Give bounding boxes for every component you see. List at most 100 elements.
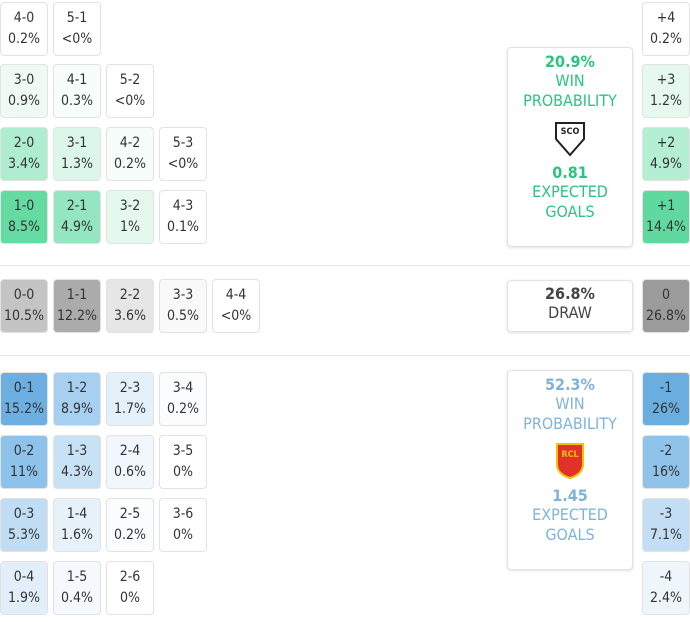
panel-probability: 52.3% [545, 375, 595, 394]
score-cell: 5-2 <0% [106, 64, 154, 118]
score-label: 5-1 [66, 10, 88, 26]
score-prob: 8.9% [61, 401, 93, 417]
score-cell: 2-2 3.6% [106, 279, 154, 333]
score-prob: <0% [220, 308, 252, 324]
expected-goals: 1.45 [552, 486, 588, 505]
score-label: 2-3 [119, 380, 141, 396]
score-prob: 3.4% [8, 156, 40, 172]
score-cell: +4 0.2% [642, 2, 690, 56]
score-prob: 0.2% [8, 31, 40, 47]
score-label: -2 [659, 443, 673, 459]
score-cell: 2-6 0% [106, 561, 154, 615]
score-cell: +2 4.9% [642, 127, 690, 181]
score-prob: 0.5% [167, 308, 199, 324]
score-label: 2-6 [119, 569, 141, 585]
score-label: 1-5 [66, 569, 88, 585]
score-label: 1-0 [13, 198, 35, 214]
score-prob: 4.9% [650, 156, 682, 172]
score-label: 3-6 [172, 506, 194, 522]
score-prob: 1.9% [8, 590, 40, 606]
score-cell: 0-3 5.3% [0, 498, 48, 552]
score-cell: +1 14.4% [642, 190, 690, 244]
score-prob: 0% [120, 590, 140, 606]
score-label: 3-2 [119, 198, 141, 214]
score-cell: 0 26.8% [642, 279, 690, 333]
score-label: 5-3 [172, 135, 194, 151]
score-label: 0-3 [13, 506, 35, 522]
score-prob: 1.2% [650, 93, 682, 109]
score-label: +4 [656, 10, 676, 26]
score-prob: 15.2% [3, 401, 44, 417]
score-label: -3 [659, 506, 673, 522]
panel-label: WIN PROBABILITY [523, 394, 617, 433]
score-cell: -4 2.4% [642, 561, 690, 615]
score-prob: 14.4% [645, 219, 686, 235]
score-label: 0-1 [13, 380, 35, 396]
score-label: 0-4 [13, 569, 35, 585]
score-prob: 0.6% [114, 464, 146, 480]
score-label: 1-4 [66, 506, 88, 522]
score-cell: 5-3 <0% [159, 127, 207, 181]
score-cell: 4-1 0.3% [53, 64, 101, 118]
score-label: 2-0 [13, 135, 35, 151]
summary-panel: 20.9% WIN PROBABILITY SCO 0.81 EXPECTED GOAL… [507, 47, 633, 247]
score-prob: 8.5% [8, 219, 40, 235]
team-logo: RCL [556, 443, 584, 480]
score-cell: 1-2 8.9% [53, 372, 101, 426]
score-cell: 5-1 <0% [53, 2, 101, 56]
panel-label: DRAW [548, 303, 592, 322]
score-label: 1-2 [66, 380, 88, 396]
score-prob: 0% [173, 527, 193, 543]
expected-goals: 0.81 [552, 163, 588, 182]
score-prob: 1.7% [114, 401, 146, 417]
score-prob: 16% [652, 464, 680, 480]
score-prob: 26.8% [645, 308, 686, 324]
score-label: -4 [659, 569, 673, 585]
score-cell: 2-5 0.2% [106, 498, 154, 552]
score-cell: 0-4 1.9% [0, 561, 48, 615]
score-label: 2-2 [119, 287, 141, 303]
score-prob: <0% [167, 156, 199, 172]
score-prob: 1.3% [61, 156, 93, 172]
score-label: 0 [661, 287, 670, 303]
summary-panel: 52.3% WIN PROBABILITY RCL 1.45 EXPECTED GOAL… [507, 370, 633, 570]
score-prob: 7.1% [650, 527, 682, 543]
score-label: 4-0 [13, 10, 35, 26]
score-prob: 4.3% [61, 464, 93, 480]
score-cell: 3-1 1.3% [53, 127, 101, 181]
separator [0, 265, 690, 266]
score-cell: 0-1 15.2% [0, 372, 48, 426]
score-label: 2-5 [119, 506, 141, 522]
score-label: 4-3 [172, 198, 194, 214]
score-prob: 0% [173, 464, 193, 480]
score-cell: 4-4 <0% [212, 279, 260, 333]
score-prob: 26% [652, 401, 680, 417]
score-label: 2-4 [119, 443, 141, 459]
summary-panel: 26.8% DRAW [507, 280, 633, 332]
score-label: +2 [656, 135, 676, 151]
score-prob: 0.2% [114, 527, 146, 543]
separator [0, 355, 690, 356]
score-cell: 1-1 12.2% [53, 279, 101, 333]
score-cell: 1-5 0.4% [53, 561, 101, 615]
score-label: 3-3 [172, 287, 194, 303]
score-cell: 3-6 0% [159, 498, 207, 552]
score-cell: 3-2 1% [106, 190, 154, 244]
score-label: 3-5 [172, 443, 194, 459]
score-prob: 0.1% [167, 219, 199, 235]
score-cell: 0-2 11% [0, 435, 48, 489]
score-prob: 0.2% [167, 401, 199, 417]
score-prob: 12.2% [56, 308, 97, 324]
score-prob: 5.3% [8, 527, 40, 543]
score-label: 3-0 [13, 72, 35, 88]
score-label: 0-0 [13, 287, 35, 303]
score-label: 5-2 [119, 72, 141, 88]
score-cell: 4-3 0.1% [159, 190, 207, 244]
score-label: 4-1 [66, 72, 88, 88]
score-prob: 11% [10, 464, 38, 480]
score-prob: 10.5% [3, 308, 44, 324]
score-cell: 2-1 4.9% [53, 190, 101, 244]
score-cell: 1-4 1.6% [53, 498, 101, 552]
panel-probability: 20.9% [545, 52, 595, 71]
score-cell: 2-3 1.7% [106, 372, 154, 426]
